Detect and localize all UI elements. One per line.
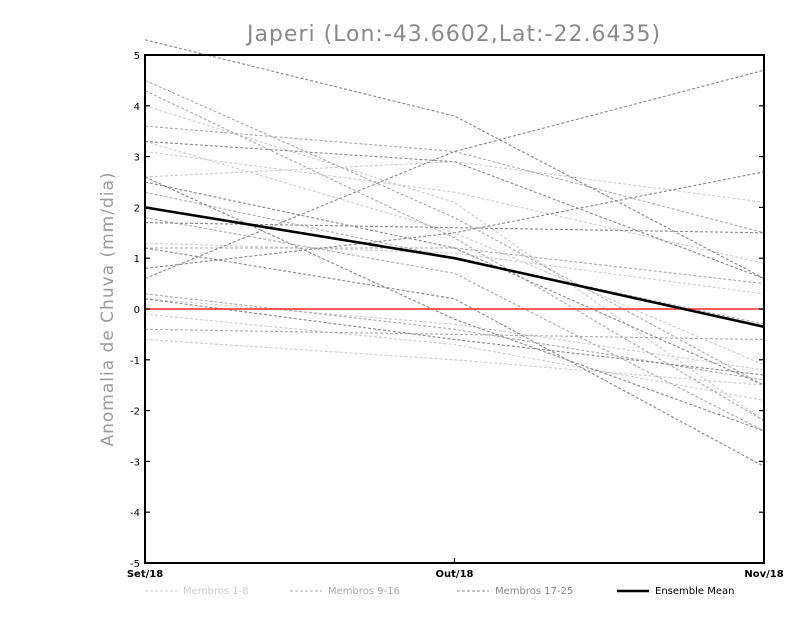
ensemble-mean-layer: [144, 206, 765, 329]
series-line-member-23: [144, 222, 765, 234]
legend-label: Ensemble Mean: [655, 586, 734, 597]
series-layer: [144, 39, 765, 467]
series-line-member-11: [144, 217, 765, 432]
legend-label: Membros 1-8: [183, 586, 249, 597]
ensemble-mean-line: [144, 206, 765, 329]
y-tick-label: 1: [134, 254, 140, 265]
series-line-member-6: [144, 105, 765, 422]
series-line-member-4: [144, 298, 765, 371]
series-line-member-2: [144, 161, 765, 203]
series-line-member-13: [144, 293, 765, 381]
legend: Membros 1-8 Membros 9-16 Membros 17-25 Ense…: [145, 586, 734, 597]
y-tick-label: -4: [130, 508, 140, 519]
chart-title: Japeri (Lon:-43.6602,Lat:-22.6435): [245, 22, 661, 47]
y-tick-label: -1: [130, 356, 140, 367]
series-line-member-25: [144, 181, 765, 386]
series-line-member-9: [144, 79, 765, 386]
x-tick-label: Out/18: [436, 569, 474, 580]
y-tick-label: -3: [130, 457, 140, 468]
y-tick-label: 0: [134, 305, 140, 316]
series-line-member-15: [144, 328, 765, 341]
series-line-member-18: [144, 69, 765, 280]
y-ticks: -5 -4 -3 -2 -1 0 1 2 3 4 5: [130, 51, 764, 570]
series-line-member-3: [144, 242, 765, 295]
series-line-member-10: [144, 125, 765, 234]
series-line-member-22: [144, 298, 765, 376]
y-axis-label: Anomalia de Chuva (mm/dia): [98, 171, 118, 446]
series-line-member-12: [145, 247, 765, 285]
series-line-member-17: [144, 39, 765, 279]
y-tick-label: 3: [134, 153, 140, 164]
legend-label: Membros 9-16: [328, 586, 400, 597]
series-line-member-19: [144, 171, 765, 269]
series-line-member-5: [144, 338, 765, 386]
y-tick-label: -5: [130, 559, 140, 570]
series-line-member-8: [144, 313, 765, 401]
series-line-member-14: [144, 90, 765, 422]
series-line-member-1: [144, 150, 765, 264]
y-tick-label: -2: [130, 407, 140, 418]
y-tick-label: 5: [134, 51, 140, 62]
x-tick-label: Set/18: [127, 569, 163, 580]
legend-label: Membros 17-25: [495, 586, 573, 597]
x-ticks: Set/18 Out/18 Nov/18: [127, 558, 784, 580]
x-tick-label: Nov/18: [744, 569, 783, 580]
series-line-member-20: [144, 247, 765, 467]
y-tick-label: 4: [134, 102, 140, 113]
y-tick-label: 2: [134, 203, 140, 214]
series-line-member-21: [144, 176, 765, 432]
series-line-member-24: [144, 140, 765, 280]
